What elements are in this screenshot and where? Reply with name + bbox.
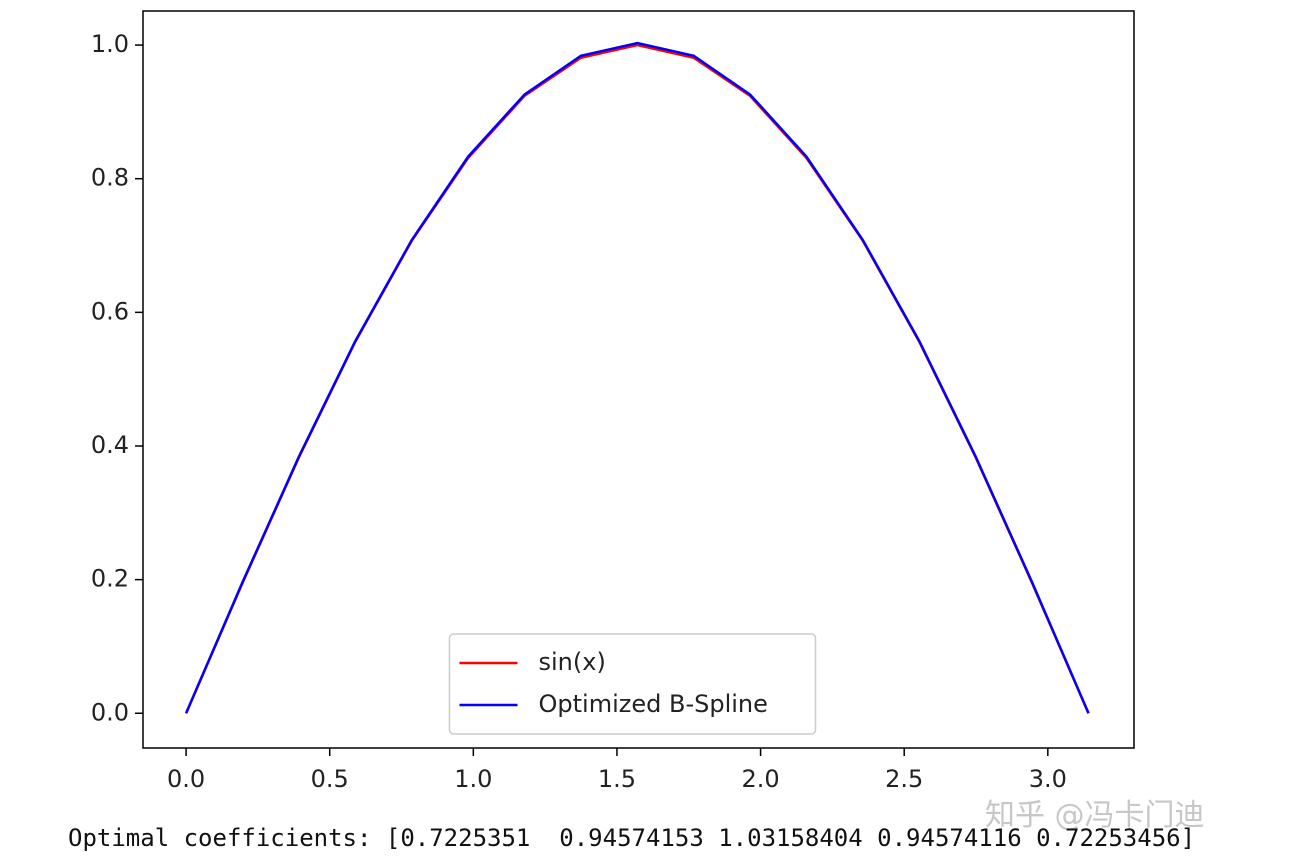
line	[184, 41, 1090, 714]
y-tick-label: 0.0	[91, 698, 129, 726]
y-tick-label: 0.8	[91, 164, 129, 192]
legend-label: sin(x)	[539, 648, 606, 676]
legend-label: Optimized B-Spline	[539, 690, 768, 718]
output-text: Optimal coefficients: [0.7225351 0.94574…	[68, 824, 1196, 852]
line	[184, 43, 1090, 714]
x-tick-label: 0.5	[311, 765, 349, 793]
x-tick-label: 2.0	[741, 765, 779, 793]
watermark: 知乎 @冯卡门迪	[985, 798, 1205, 833]
y-tick-label: 0.2	[91, 565, 129, 593]
legend: sin(x) Optimized B-Spline	[448, 633, 817, 735]
y-tick-label: 1.0	[91, 30, 129, 58]
x-tick-label: 2.5	[885, 765, 923, 793]
x-tick-label: 0.0	[167, 765, 205, 793]
chart: 0.0 0.2 0.4 0.6 0.8 1.0 0.0 0.5 1.0 1.5 2.0 2.5 3.0 s…	[91, 10, 1135, 793]
legend-box	[448, 633, 817, 735]
x-tick-label: 1.0	[454, 765, 492, 793]
plot-frame	[142, 10, 1135, 749]
x-tick-label: 3.0	[1029, 765, 1067, 793]
y-tick-label: 0.4	[91, 431, 129, 459]
x-tick-label: 1.5	[598, 765, 636, 793]
y-tick-label: 0.6	[91, 297, 129, 325]
